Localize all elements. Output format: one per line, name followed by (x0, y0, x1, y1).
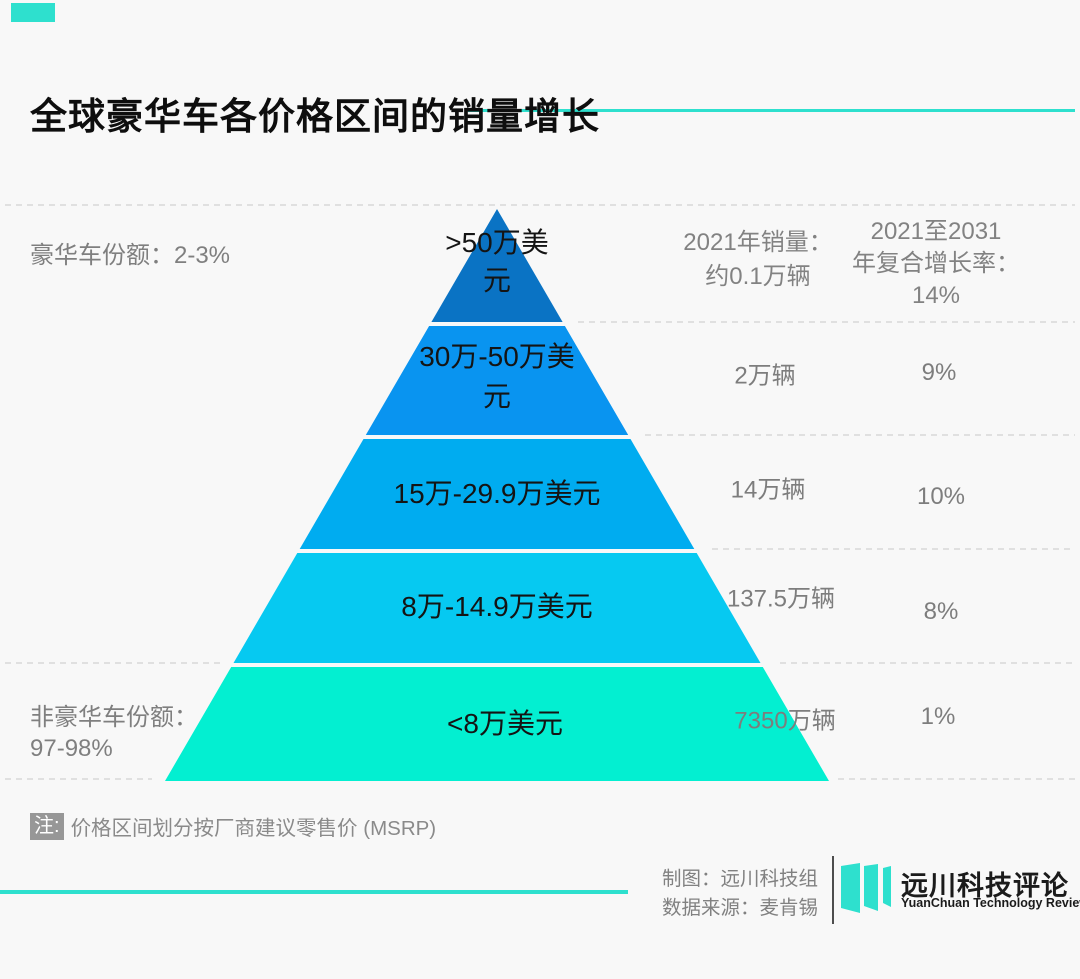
sales-value-2: 2万辆 (734, 362, 796, 390)
tier-label-2: 30万-50万美元 (419, 341, 575, 412)
pyramid-tier-4 (233, 553, 761, 663)
row-separator-lines (5, 204, 1075, 780)
sales-value-5: 7350万辆 (734, 707, 836, 735)
page-title: 全球豪华车各价格区间的销量增长 (30, 96, 600, 137)
footnote: 注: 价格区间划分按厂商建议零售价 (MSRP) (30, 811, 436, 841)
cagr-column-header: 2021至2031 年复合增长率： 14% (852, 216, 1020, 312)
luxury-share-label: 豪华车份额：2-3% (30, 242, 231, 269)
logo-name-en: YuanChuan Technology Review (901, 896, 1080, 910)
tier-label-5: <8万美元 (447, 708, 563, 739)
non-luxury-share-line2: 97-98% (30, 735, 113, 762)
logo-bars-icon (841, 863, 891, 913)
corner-accent-block (11, 3, 55, 22)
note-text: 价格区间划分按厂商建议零售价 (MSRP) (70, 817, 437, 840)
credits: 制图：远川科技组 数据来源：麦肯锡 (662, 865, 818, 923)
note-badge: 注: (30, 812, 64, 840)
cagr-value-2: 9% (921, 359, 957, 386)
sales-header-line2: 约0.1万辆 (705, 263, 811, 290)
sales-value-4: 137.5万辆 (726, 585, 836, 613)
footer-divider (832, 856, 834, 924)
sales-header-line1: 2021年销量： (683, 229, 833, 256)
pyramid-tier-1 (431, 209, 563, 322)
credit-author: 制图：远川科技组 (662, 868, 819, 890)
tier-label-4: 8万-14.9万美元 (401, 591, 593, 622)
cagr-header-line1: 2021至2031 (870, 218, 1002, 245)
title-rule (468, 109, 1075, 112)
cagr-header-line2: 年复合增长率： (852, 250, 1020, 277)
tier-label-3: 15万-29.9万美元 (393, 478, 601, 509)
pyramid-tier-3 (299, 439, 695, 549)
tier-label-1: >50万美元 (445, 227, 549, 296)
credit-source: 数据来源：麦肯锡 (662, 897, 819, 919)
non-luxury-share-line1: 非豪华车份额： (30, 704, 198, 731)
cagr-value-3: 10% (916, 483, 966, 510)
cagr-value-5: 1% (920, 703, 956, 730)
sales-value-3: 14万辆 (730, 476, 806, 504)
footer-rule (0, 890, 628, 894)
pyramid-tier-5 (165, 667, 829, 781)
logo-name-cn: 远川科技评论 (901, 871, 1069, 901)
sales-column-header: 2021年销量： 约0.1万辆 (683, 226, 832, 294)
pyramid-tier-2 (365, 326, 629, 435)
cagr-value-4: 8% (923, 598, 959, 625)
non-luxury-share-label: 非豪华车份额： 97-98% (30, 702, 198, 764)
cagr-header-line3: 14% (911, 282, 961, 309)
